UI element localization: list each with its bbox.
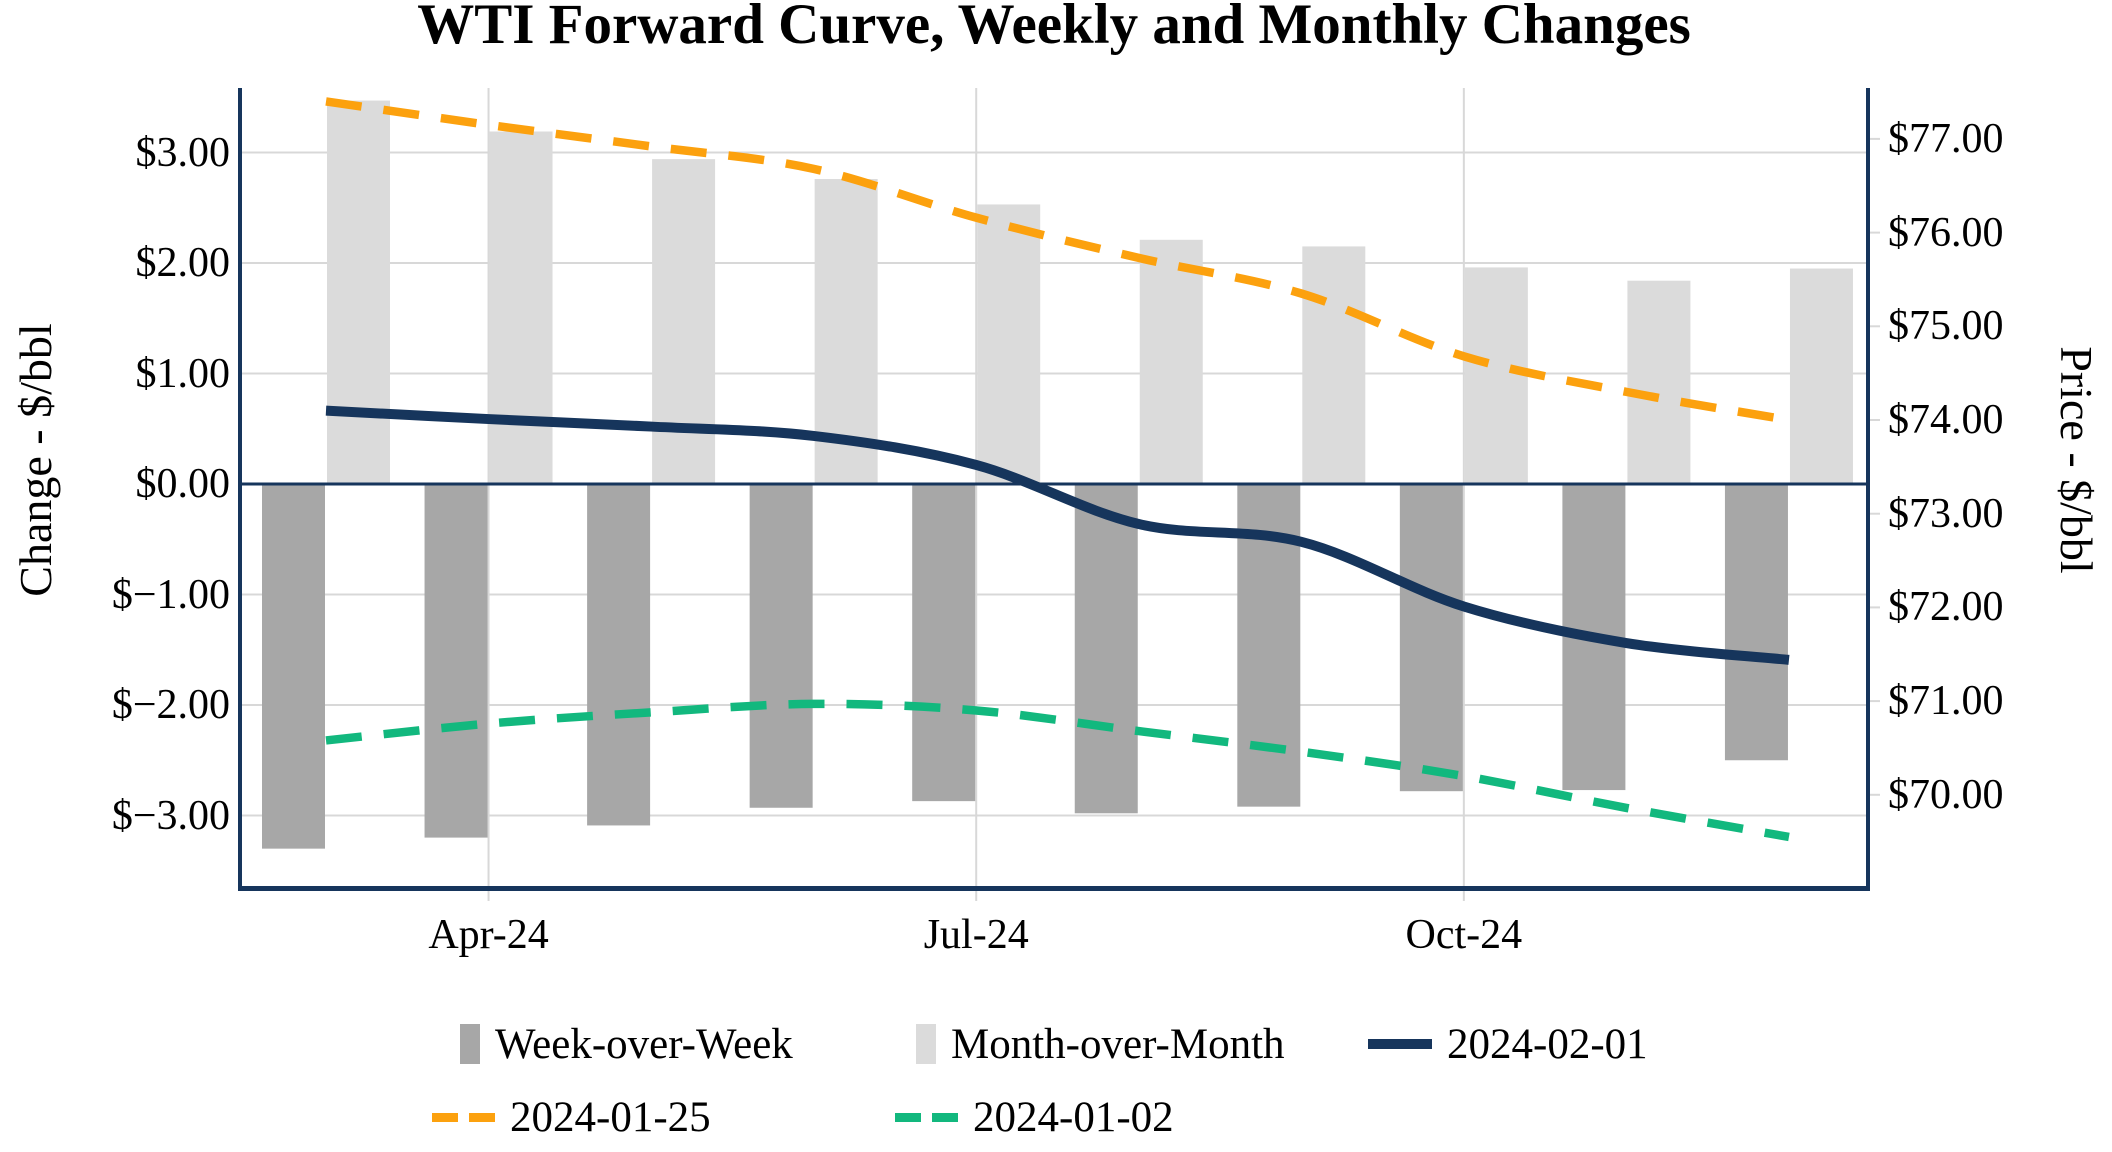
right-axis-title: Price - $/bbl (2051, 346, 2102, 574)
bar-month-over-month-Apr-24[interactable] (489, 131, 553, 484)
legend-label-week-over-week: Week-over-Week (495, 1020, 793, 1068)
bottom-axis-line (238, 886, 1870, 891)
bar-month-over-month-Mar-24[interactable] (327, 100, 390, 484)
legend-item-week-over-week: Week-over-Week (460, 1012, 793, 1076)
legend-label-2024-01-02: 2024-01-02 (973, 1093, 1174, 1141)
bar-month-over-month-Oct-24[interactable] (1464, 267, 1528, 484)
legend-label-2024-02-01: 2024-02-01 (1447, 1020, 1648, 1068)
line-2024-02-01[interactable] (325, 405, 1790, 665)
legend-item-2024-01-25: 2024-01-25 (432, 1085, 711, 1149)
month-over-month-swatch-icon (916, 1024, 936, 1064)
legend-item-month-over-month: Month-over-Month (916, 1012, 1285, 1076)
solid-line-swatch-icon (1368, 1039, 1432, 1049)
bar-month-over-month-Dec-24[interactable] (1789, 268, 1853, 484)
line-2024-01-25[interactable] (325, 97, 1790, 425)
left-axis-title: Change - $/bbl (10, 323, 61, 597)
bar-week-over-week-Mar-24[interactable] (262, 484, 325, 849)
bar-month-over-month-Nov-24[interactable] (1627, 280, 1691, 484)
bar-week-over-week-May-24[interactable] (587, 484, 651, 826)
chart-title: WTI Forward Curve, Weekly and Monthly Ch… (417, 0, 1691, 56)
bar-week-over-week-Oct-24[interactable] (1399, 484, 1463, 792)
green-dash-swatch-icon (895, 1112, 958, 1122)
bar-week-over-week-Dec-24[interactable] (1724, 484, 1788, 761)
bar-week-over-week-Jun-24[interactable] (749, 484, 813, 808)
legend-item-2024-02-01: 2024-02-01 (1368, 1012, 1648, 1076)
bar-month-over-month-May-24[interactable] (652, 159, 716, 484)
line-2024-01-02[interactable] (325, 699, 1790, 842)
orange-dash-swatch-icon (432, 1112, 495, 1122)
legend-item-2024-01-02: 2024-01-02 (895, 1085, 1174, 1149)
legend-label-month-over-month: Month-over-Month (951, 1020, 1285, 1068)
bar-month-over-month-Jul-24[interactable] (977, 204, 1041, 484)
bar-month-over-month-Sep-24[interactable] (1302, 246, 1366, 484)
week-over-week-swatch-icon (460, 1024, 480, 1064)
bar-week-over-week-Jul-24[interactable] (912, 484, 976, 802)
legend-label-2024-01-25: 2024-01-25 (510, 1093, 711, 1141)
bar-week-over-week-Aug-24[interactable] (1074, 484, 1138, 814)
left-axis-line (238, 88, 242, 891)
right-axis-line (1866, 88, 1870, 891)
bar-week-over-week-Apr-24[interactable] (424, 484, 488, 838)
bar-month-over-month-Aug-24[interactable] (1139, 239, 1203, 484)
